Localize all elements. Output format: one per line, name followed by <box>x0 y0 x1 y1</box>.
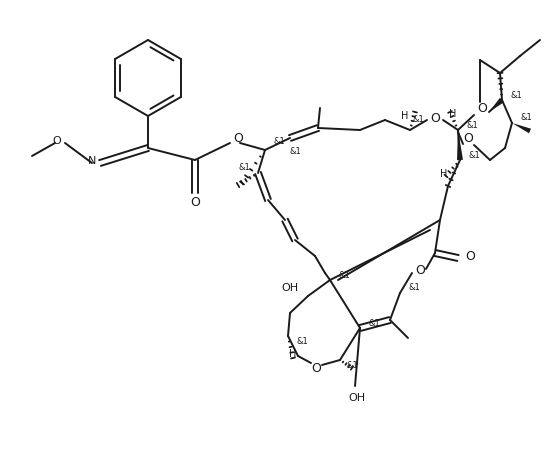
Text: O: O <box>465 249 475 263</box>
Text: &1: &1 <box>289 147 301 156</box>
Text: OH: OH <box>348 393 366 403</box>
Text: H: H <box>449 109 457 119</box>
Text: O: O <box>190 197 200 210</box>
Text: &1: &1 <box>412 116 424 124</box>
Text: &1: &1 <box>296 336 308 345</box>
Text: &1: &1 <box>368 319 380 328</box>
Text: O: O <box>477 102 487 115</box>
Text: &1: &1 <box>408 284 420 292</box>
Text: OH: OH <box>282 283 298 293</box>
Text: O: O <box>463 132 473 145</box>
Text: &1: &1 <box>238 163 250 173</box>
Text: O: O <box>415 264 425 278</box>
Text: O: O <box>311 361 321 374</box>
Text: &1: &1 <box>466 120 478 130</box>
Polygon shape <box>512 123 531 133</box>
Text: &1: &1 <box>338 271 350 279</box>
Text: H: H <box>440 169 447 179</box>
Text: &1: &1 <box>468 151 480 160</box>
Text: O: O <box>430 111 440 124</box>
Text: O: O <box>233 132 243 146</box>
Text: O: O <box>53 136 62 146</box>
Text: &1: &1 <box>273 138 285 146</box>
Polygon shape <box>457 130 463 160</box>
Text: &1: &1 <box>520 114 532 123</box>
Text: H: H <box>402 111 409 121</box>
Text: &1: &1 <box>510 90 522 100</box>
Polygon shape <box>489 98 504 112</box>
Text: H: H <box>290 349 297 359</box>
Text: N: N <box>88 156 96 166</box>
Text: &1: &1 <box>346 360 358 370</box>
